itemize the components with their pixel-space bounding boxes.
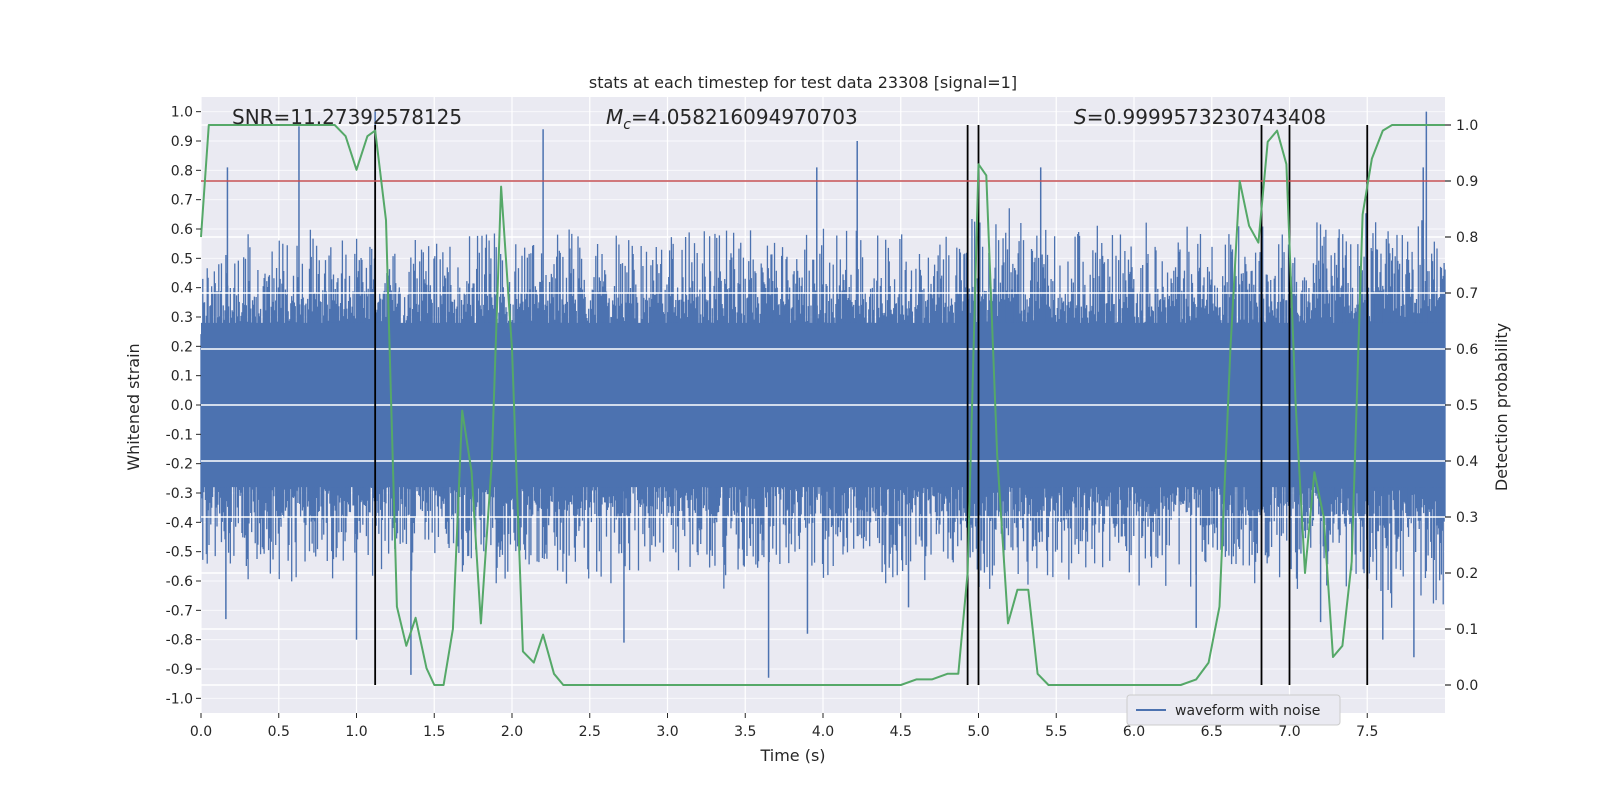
- y-left-tick-label: 0.3: [171, 310, 193, 326]
- y-right-tick-label: 0.0: [1456, 678, 1478, 694]
- y-right-tick-label: 0.1: [1456, 622, 1478, 638]
- y-left-tick-label: 0.4: [171, 281, 193, 297]
- chirp-mass-subscript: c: [623, 117, 631, 133]
- y-axis-left-label: Whitened strain: [124, 343, 143, 470]
- y-right-tick-label: 0.9: [1456, 174, 1478, 190]
- y-left-tick-label: -0.5: [166, 545, 193, 561]
- x-axis-ticks: 0.0 0.5 1.0 1.5 2.0 2.5 3.0 3.5 4.0 4.5 5.0 5.5 6.0 6…: [190, 713, 1378, 740]
- s-symbol: S: [1074, 105, 1087, 129]
- x-tick-label: 2.0: [501, 724, 523, 740]
- legend-box: [1126, 694, 1341, 726]
- x-tick-label: 2.5: [579, 724, 601, 740]
- y-right-tick-label: 0.5: [1456, 398, 1478, 414]
- y-left-tick-label: -0.7: [166, 603, 193, 619]
- y-right-tick-label: 0.6: [1456, 342, 1478, 358]
- chirp-mass-annotation: Mc=4.058216094970703: [606, 105, 858, 133]
- chart-title: stats at each timestep for test data 233…: [589, 73, 1017, 92]
- y-left-tick-label: 0.5: [171, 251, 193, 267]
- x-tick-label: 1.0: [345, 724, 367, 740]
- s-value: =0.9999573230743408: [1087, 105, 1326, 129]
- snr-annotation: SNR=11.27392578125: [232, 105, 462, 129]
- y-left-tick-label: 0.1: [171, 369, 193, 385]
- y-left-tick-label: 0.6: [171, 222, 193, 238]
- y-left-tick-label: 1.0: [171, 105, 193, 121]
- legend: waveform with noise: [1126, 694, 1341, 726]
- y-left-tick-label: -0.4: [166, 515, 193, 531]
- y-left-tick-label: 0.8: [171, 163, 193, 179]
- y-axis-right-label: Detection probability: [1492, 323, 1511, 491]
- y-left-tick-label: -0.6: [166, 574, 193, 590]
- probability-series: [200, 124, 1445, 686]
- y-right-tick-label: 0.3: [1456, 510, 1478, 526]
- x-tick-label: 3.5: [734, 724, 756, 740]
- x-tick-label: 7.0: [1278, 724, 1300, 740]
- vertical-markers: [374, 125, 1369, 685]
- y-left-tick-label: 0.9: [171, 134, 193, 150]
- x-tick-label: 7.5: [1356, 724, 1378, 740]
- x-tick-label: 6.0: [1123, 724, 1145, 740]
- x-tick-label: 6.5: [1201, 724, 1223, 740]
- y-left-tick-label: -0.8: [166, 633, 193, 649]
- chirp-mass-symbol: M: [606, 105, 623, 129]
- x-tick-label: 0.5: [268, 724, 290, 740]
- y-left-tick-label: 0.7: [171, 193, 193, 209]
- y-right-tick-label: 0.2: [1456, 566, 1478, 582]
- s-annotation: S=0.9999573230743408: [1074, 105, 1326, 129]
- legend-label-waveform: waveform with noise: [1175, 703, 1320, 719]
- y-right-tick-label: 1.0: [1456, 118, 1478, 134]
- y-right-tick-label: 0.8: [1456, 230, 1478, 246]
- y-left-tick-label: -1.0: [166, 691, 193, 707]
- x-axis-label: Time (s): [759, 746, 825, 765]
- right-axis-ticks: 0.0 0.1 0.2 0.3 0.4 0.5 0.6 0.7 0.8 0.9 1.0: [1445, 118, 1478, 694]
- x-tick-label: 5.5: [1045, 724, 1067, 740]
- x-tick-label: 0.0: [190, 724, 212, 740]
- chirp-mass-value: =4.058216094970703: [631, 105, 858, 129]
- y-left-tick-label: -0.9: [166, 662, 193, 678]
- y-left-tick-label: -0.2: [166, 457, 193, 473]
- x-tick-label: 5.0: [967, 724, 989, 740]
- y-right-tick-label: 0.7: [1456, 286, 1478, 302]
- y-left-tick-label: -0.1: [166, 427, 193, 443]
- x-tick-label: 1.5: [423, 724, 445, 740]
- y-left-tick-label: 0.2: [171, 339, 193, 355]
- x-tick-label: 4.0: [812, 724, 834, 740]
- y-right-tick-label: 0.4: [1456, 454, 1478, 470]
- x-tick-label: 4.5: [890, 724, 912, 740]
- x-tick-label: 3.0: [656, 724, 678, 740]
- probability-line: [200, 124, 1445, 686]
- y-left-tick-label: 0.0: [171, 398, 193, 414]
- y-left-tick-label: -0.3: [166, 486, 193, 502]
- left-axis-ticks: -1.0 -0.9 -0.8 -0.7 -0.6 -0.5 -0.4 -0.3 -0.2 -0.1…: [166, 105, 201, 707]
